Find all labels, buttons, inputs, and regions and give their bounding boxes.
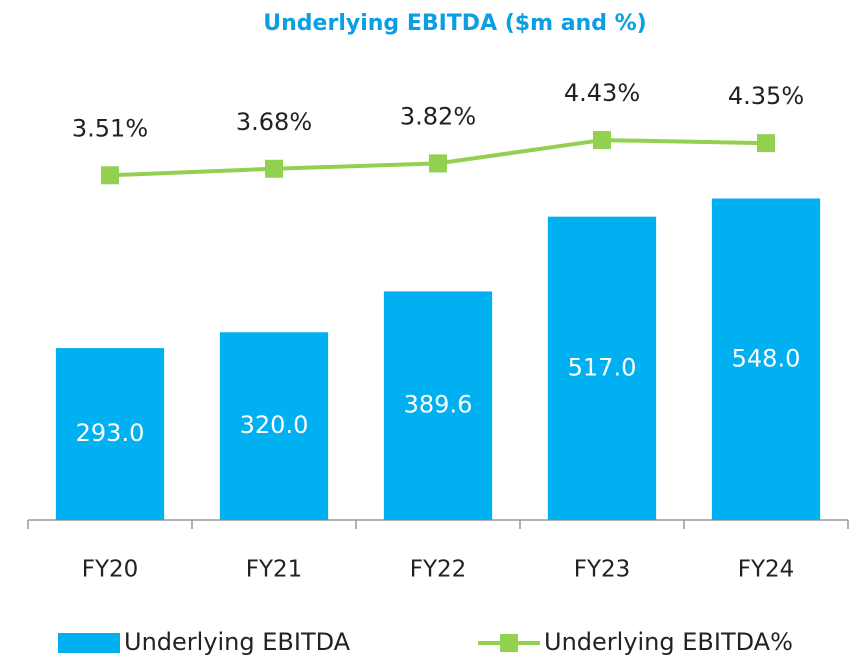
- x-tick-label: FY21: [246, 557, 303, 583]
- line-marker: [265, 159, 283, 178]
- line-value-label: 4.35%: [728, 82, 804, 110]
- x-tick-label: FY22: [410, 557, 467, 583]
- line-marker: [593, 131, 611, 150]
- bar-value-label: 320.0: [240, 411, 309, 439]
- bar-value-label: 517.0: [568, 353, 637, 381]
- bar: [547, 216, 657, 520]
- x-tick-label: FY20: [82, 557, 139, 583]
- line-marker: [101, 166, 119, 185]
- line-marker: [429, 154, 447, 173]
- bar: [383, 291, 493, 520]
- legend-swatch: [58, 633, 120, 653]
- legend-swatch: [500, 634, 518, 652]
- x-tick-label: FY24: [738, 557, 795, 583]
- line-value-label: 3.51%: [72, 114, 148, 142]
- line-value-label: 3.82%: [400, 102, 476, 130]
- bar-value-label: 389.6: [404, 391, 473, 419]
- bar: [711, 198, 821, 521]
- bar-value-label: 293.0: [76, 419, 145, 447]
- x-tick-label: FY23: [574, 557, 631, 583]
- legend-label: Underlying EBITDA%: [544, 628, 793, 656]
- bar: [219, 332, 329, 520]
- chart-title: Underlying EBITDA ($m and %): [263, 11, 646, 36]
- line-value-label: 3.68%: [236, 108, 312, 136]
- bar: [55, 348, 165, 520]
- line-marker: [757, 134, 775, 153]
- legend-label: Underlying EBITDA: [124, 628, 351, 656]
- bar-value-label: 548.0: [732, 344, 801, 372]
- line-value-label: 4.43%: [564, 79, 640, 107]
